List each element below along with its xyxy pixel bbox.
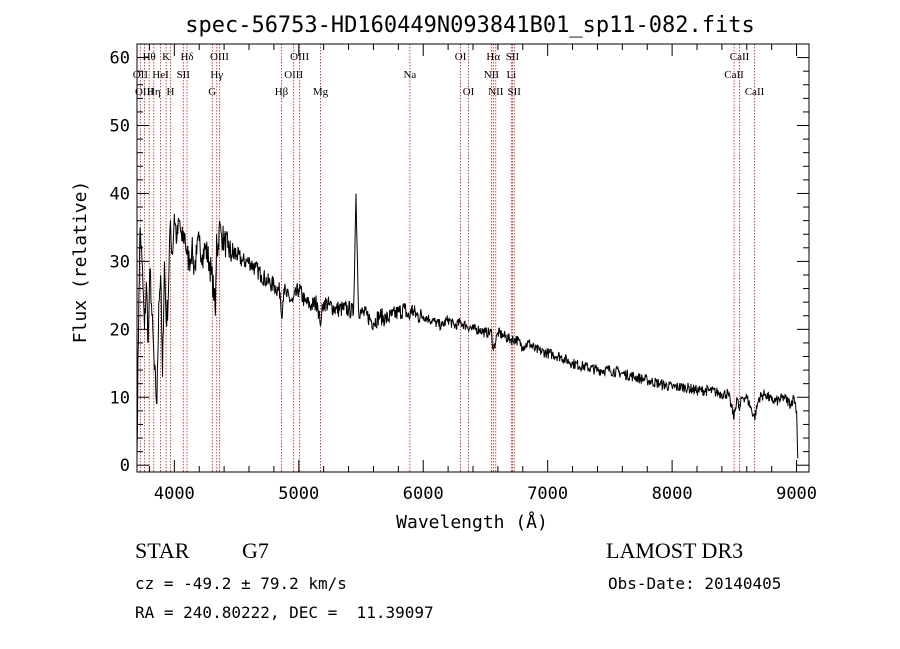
spectral-line-label: Mg [313, 86, 329, 98]
spectral-line-label: SII [506, 51, 520, 63]
spectral-line-label: CaII [745, 86, 765, 98]
spectral-line-label: G [208, 86, 216, 98]
y-tick-label: 60 [110, 49, 130, 69]
y-tick-label: 20 [110, 320, 130, 340]
y-tick-label: 10 [110, 388, 130, 408]
spectral-line-label: CaII [724, 69, 744, 81]
spectral-line-label: Li [506, 69, 516, 81]
axis-tick-labels: 4000 5000 6000 7000 8000 9000 0 10 20 30 40 50 60 [110, 49, 818, 504]
y-axis-label: Flux (relative) [70, 181, 91, 344]
spectral-line-label: OIII [210, 51, 229, 63]
observation-date: Obs-Date: 20140405 [608, 574, 782, 593]
spectral-line-labels: HθOIIOIIIHηHeIKHHδSIIGOIIIHγHβOIIIOIIIMg… [133, 51, 765, 98]
x-tick-label: 9000 [776, 484, 817, 504]
spectral-line-label: Hη [147, 86, 161, 98]
spectral-line-label: OIII [135, 86, 154, 98]
spectral-line-label: CaII [730, 51, 750, 63]
spectral-line-label: Hα [486, 51, 500, 63]
survey-name: LAMOST DR3 [606, 538, 744, 563]
spectrum-line [136, 193, 799, 459]
spectral-line-label: OIII [290, 51, 309, 63]
object-class: STAR [135, 538, 190, 563]
x-tick-label: 7000 [527, 484, 568, 504]
spectral-line-label: K [162, 51, 170, 63]
y-tick-label: 30 [110, 252, 130, 272]
spectral-line-label: HeI [152, 69, 169, 81]
spectral-line-label: NII [484, 69, 500, 81]
chart-title: spec-56753-HD160449N093841B01_sp11-082.f… [185, 13, 755, 38]
spectral-line-label: Hγ [210, 69, 223, 81]
spectral-line-label: OI [463, 86, 475, 98]
axis-ticks [137, 43, 809, 472]
spectral-line-label: OIII [284, 69, 303, 81]
spectral-line-label: H [166, 86, 174, 98]
x-tick-label: 8000 [652, 484, 693, 504]
object-subclass: G7 [242, 538, 269, 563]
y-tick-label: 0 [120, 456, 130, 476]
sky-coordinates: RA = 240.80222, DEC = 11.39097 [135, 603, 434, 622]
spectral-line-label: Na [403, 69, 416, 81]
spectral-line-markers [139, 44, 755, 472]
spectral-line-label: SII [177, 69, 191, 81]
redshift-value: cz = -49.2 ± 79.2 km/s [135, 574, 347, 593]
x-axis-label: Wavelength (Å) [396, 511, 548, 533]
spectral-line-label: OI [455, 51, 467, 63]
spectral-line-label: Hθ [143, 51, 156, 63]
spectral-line-label: Hδ [180, 51, 193, 63]
spectral-line-label: NII [488, 86, 504, 98]
spectral-line-label: Hβ [275, 86, 289, 98]
y-tick-label: 40 [110, 184, 130, 204]
spectral-line-label: SII [507, 86, 521, 98]
x-tick-label: 4000 [154, 484, 195, 504]
x-tick-label: 5000 [278, 484, 319, 504]
x-tick-label: 6000 [403, 484, 444, 504]
y-tick-label: 50 [110, 117, 130, 137]
